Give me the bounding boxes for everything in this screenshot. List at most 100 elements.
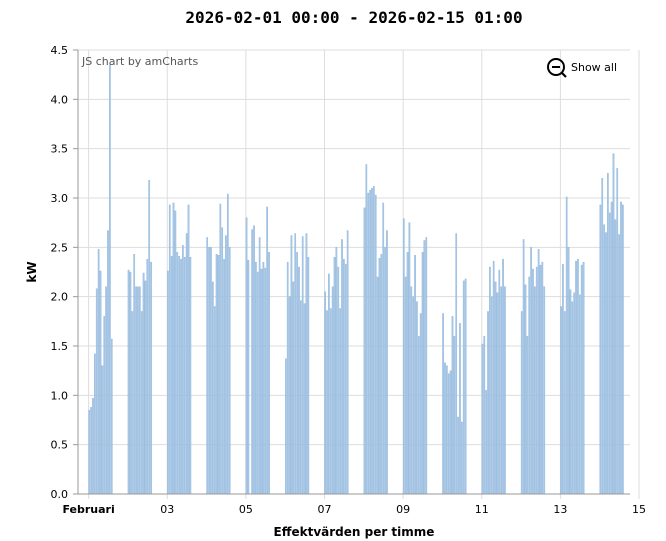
bar[interactable] [494,281,497,495]
bar[interactable] [382,202,385,495]
bar[interactable] [622,204,624,495]
bar[interactable] [567,247,570,495]
bar[interactable] [534,286,536,495]
bar[interactable] [215,254,218,495]
bar[interactable] [423,240,426,495]
bar[interactable] [94,353,96,495]
bar[interactable] [88,409,91,495]
bar[interactable] [301,236,304,495]
bar[interactable] [206,237,209,495]
bar[interactable] [502,258,504,495]
bar[interactable] [380,254,383,495]
bar[interactable] [498,269,501,495]
bar[interactable] [419,313,422,495]
bar[interactable] [612,153,615,495]
bar[interactable] [101,365,104,495]
bar[interactable] [365,164,368,495]
bar[interactable] [537,249,540,495]
bar[interactable] [620,201,622,495]
bar[interactable] [213,306,216,495]
bar[interactable] [414,255,416,495]
bar[interactable] [268,252,270,495]
bar[interactable] [577,258,579,495]
bar[interactable] [489,266,491,495]
bar[interactable] [410,286,413,495]
bar[interactable] [167,270,169,495]
bar[interactable] [573,292,576,495]
bar[interactable] [210,247,212,495]
bar[interactable] [176,252,179,495]
bar[interactable] [402,218,405,495]
bar[interactable] [142,272,145,495]
bar[interactable] [560,306,562,495]
bar[interactable] [256,271,259,495]
bar[interactable] [446,365,448,495]
bar[interactable] [530,247,532,495]
bar[interactable] [447,373,450,495]
bar[interactable] [170,256,173,495]
bar[interactable] [189,257,192,495]
bar[interactable] [97,249,100,495]
bar[interactable] [524,284,527,495]
bar[interactable] [298,266,300,495]
show-all-label[interactable]: Show all [571,61,617,74]
bar[interactable] [378,257,381,495]
bar[interactable] [92,398,94,495]
bar[interactable] [444,362,446,495]
bar[interactable] [487,311,489,495]
bar[interactable] [343,258,345,495]
bar[interactable] [286,261,289,495]
bar[interactable] [140,311,143,495]
bar[interactable] [528,276,531,495]
bar[interactable] [406,252,409,495]
bar[interactable] [264,267,267,495]
bar[interactable] [95,288,98,495]
bar[interactable] [333,257,336,495]
bar[interactable] [292,281,295,495]
bar[interactable] [610,201,613,495]
bar[interactable] [462,280,465,495]
bar[interactable] [137,286,139,495]
bar[interactable] [185,233,188,495]
bar[interactable] [221,227,224,495]
bar[interactable] [601,178,604,495]
bar[interactable] [211,281,214,495]
bar[interactable] [110,338,113,495]
bar[interactable] [541,261,544,495]
bar[interactable] [225,235,227,495]
bar[interactable] [562,263,564,495]
bar[interactable] [133,254,136,495]
bar[interactable] [618,234,620,495]
bar[interactable] [335,247,338,495]
bar[interactable] [578,294,581,495]
bar[interactable] [174,210,177,495]
bar[interactable] [247,259,250,495]
bar[interactable] [258,237,261,495]
bar[interactable] [416,301,418,495]
bar[interactable] [131,311,134,495]
bar[interactable] [208,247,210,495]
bar[interactable] [363,207,366,495]
bar[interactable] [451,316,454,495]
bar[interactable] [543,286,546,495]
bar[interactable] [599,204,602,495]
bar[interactable] [442,313,444,495]
bar[interactable] [217,255,220,495]
bar[interactable] [455,233,458,495]
bar[interactable] [290,235,293,495]
bar[interactable] [492,260,495,495]
bar[interactable] [344,263,347,495]
bar[interactable] [255,261,257,495]
bar[interactable] [520,311,523,495]
bar[interactable] [107,230,109,495]
bar[interactable] [288,296,291,495]
bar[interactable] [99,270,102,495]
bar[interactable] [260,268,263,495]
bar[interactable] [105,286,107,495]
bar[interactable] [329,308,332,495]
bar[interactable] [412,296,414,495]
bar[interactable] [305,233,308,495]
amcharts-credit[interactable]: JS chart by amCharts [81,55,198,68]
bar[interactable] [339,308,341,495]
